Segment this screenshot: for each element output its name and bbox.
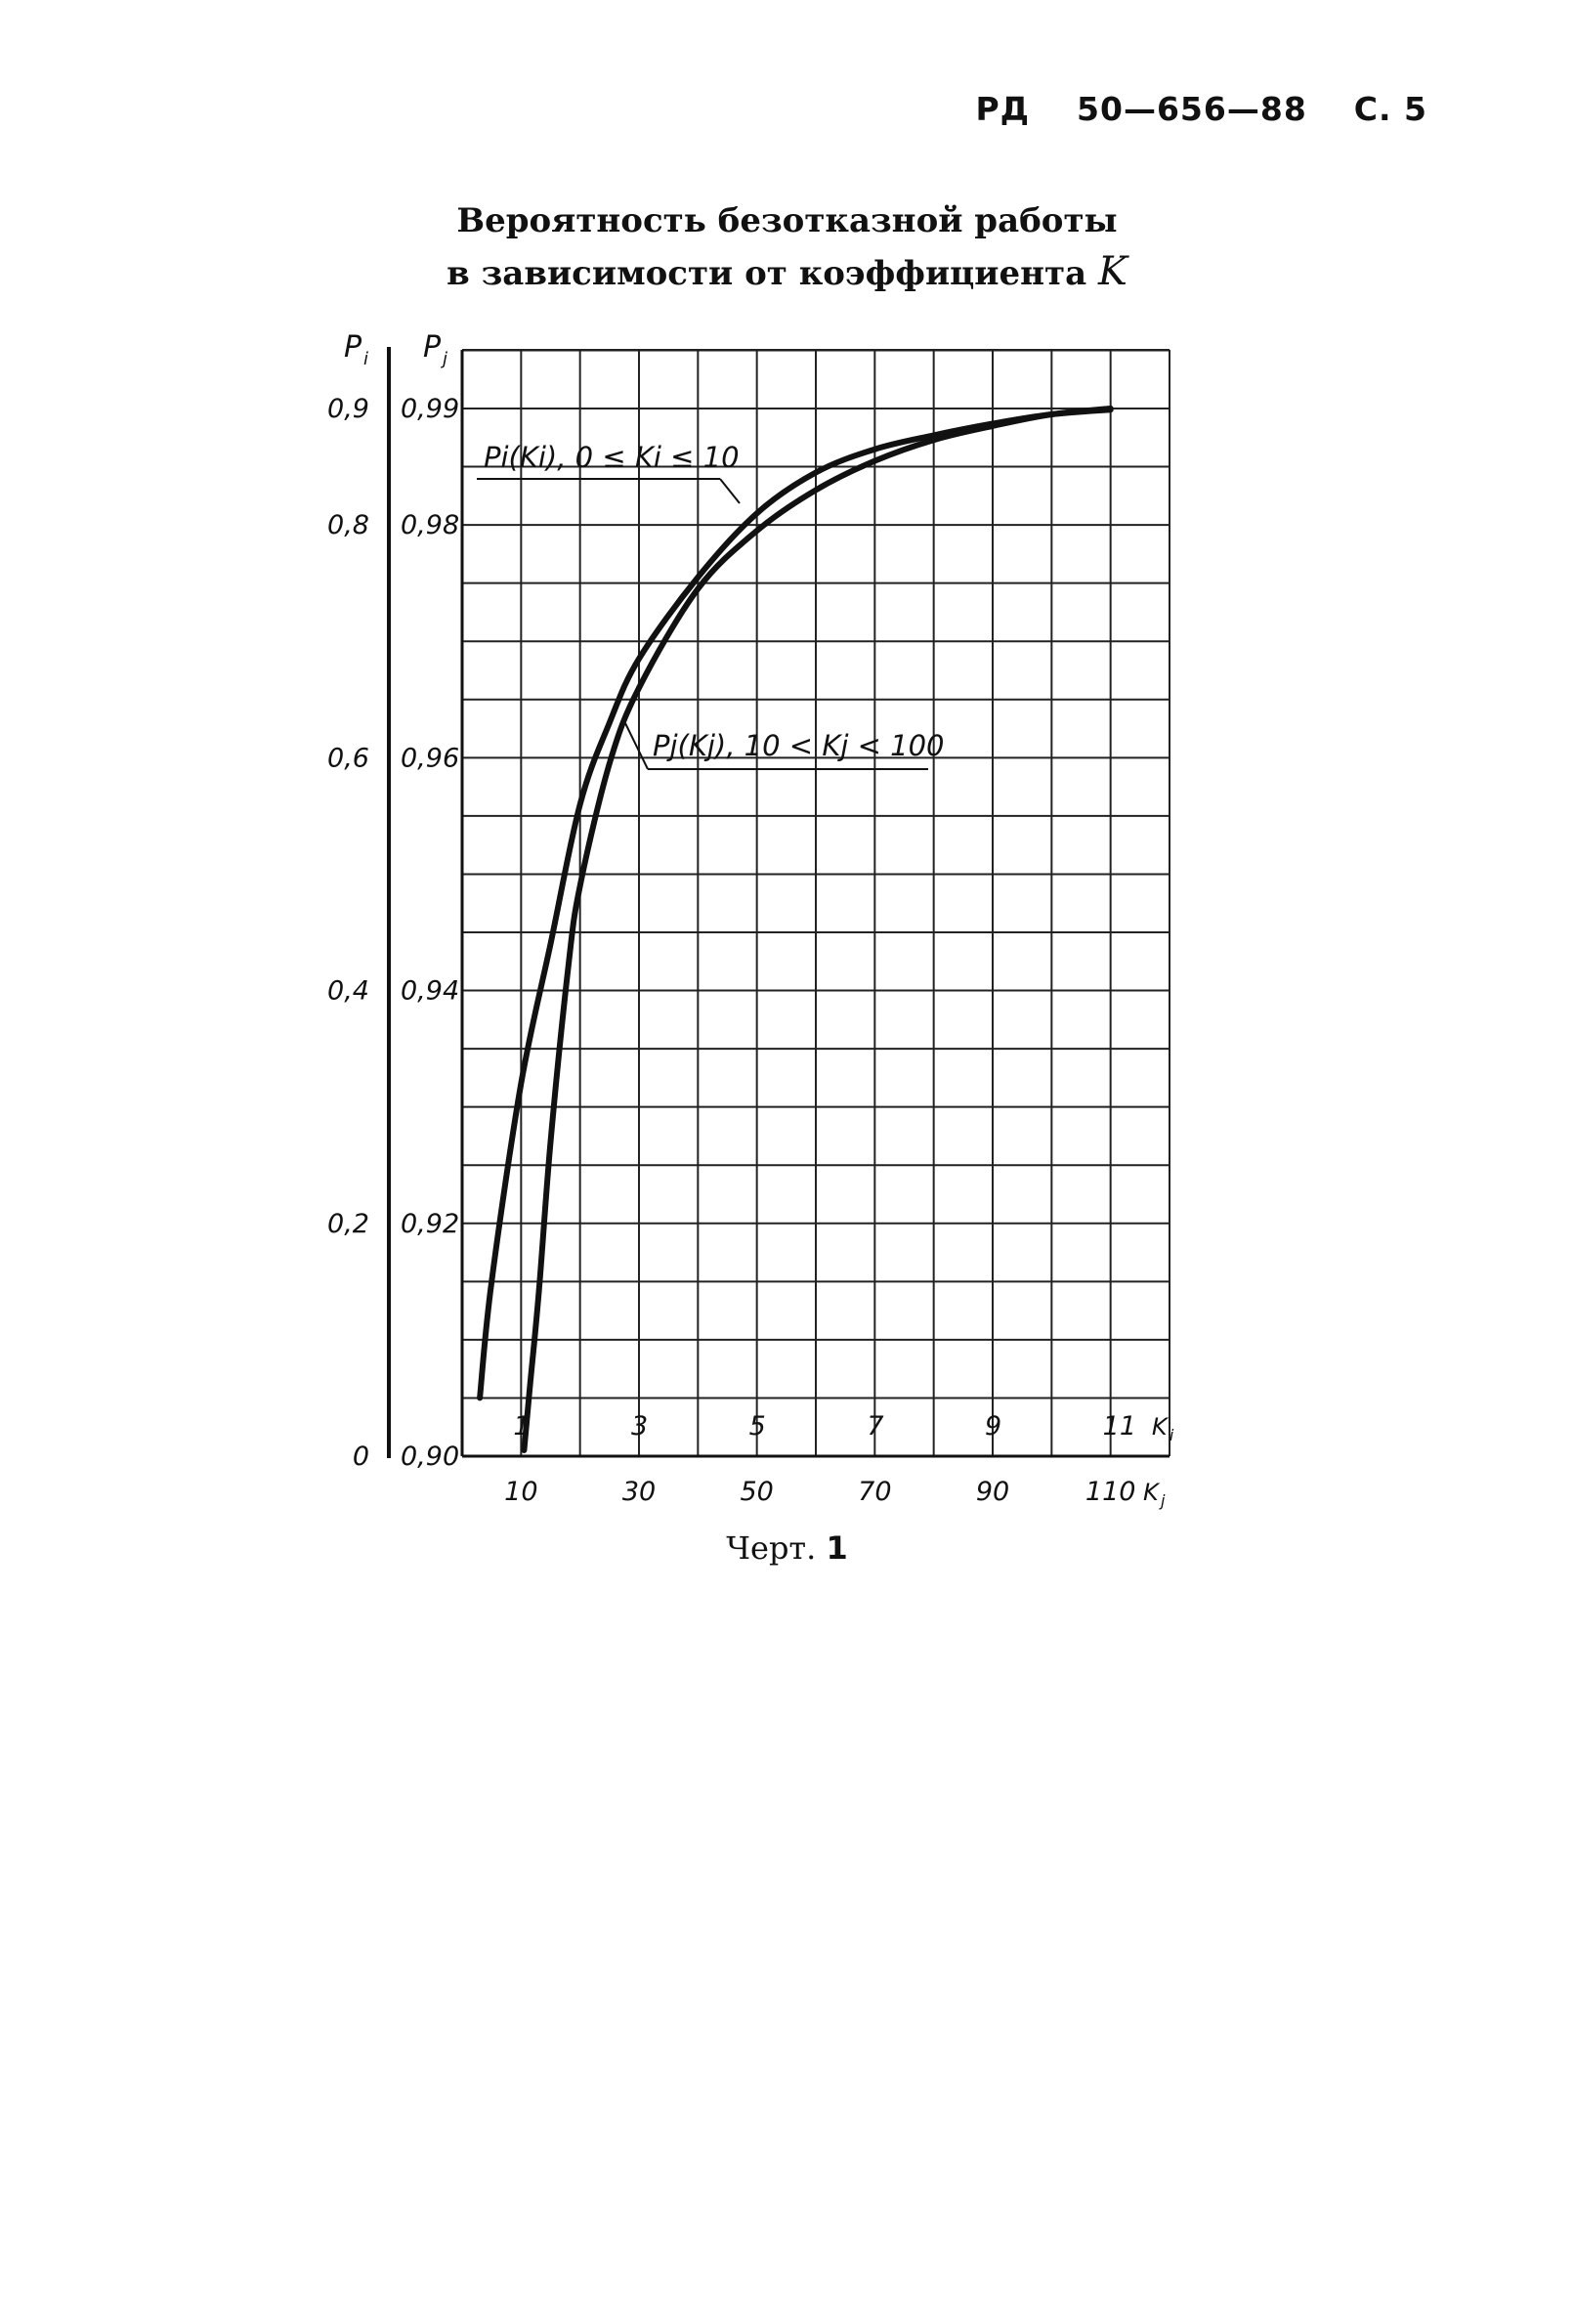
y-tick-label-pi: 0 bbox=[353, 1442, 369, 1472]
x-tick-label-kj: 110 bbox=[1085, 1477, 1136, 1507]
figure-caption: Черт. 1 bbox=[0, 1529, 1574, 1567]
y-axis-pi-subscript: i bbox=[363, 349, 368, 369]
doc-number: 50—656—88 bbox=[1077, 90, 1307, 128]
caption-number: 1 bbox=[826, 1529, 848, 1567]
doc-code: РД bbox=[975, 90, 1031, 128]
y-axis-pj-subscript: j bbox=[440, 349, 447, 369]
series-pj-label: Pj(Kj), 10 < Kj < 100 bbox=[653, 729, 944, 762]
x-tick-label-kj: 70 bbox=[858, 1477, 891, 1507]
chart-title: Вероятность безотказной работы в зависим… bbox=[0, 195, 1574, 299]
y-tick-label-pj: 0,99 bbox=[401, 394, 459, 424]
series-pj-leader bbox=[624, 722, 649, 770]
x-tick-label-kj: 50 bbox=[740, 1477, 773, 1507]
series-pi-curve bbox=[477, 407, 1114, 1401]
y-tick-label-pj: 0,94 bbox=[401, 976, 459, 1007]
title-line-1: Вероятность безотказной работы bbox=[456, 201, 1118, 240]
x-axis-ki-subscript: i bbox=[1170, 1426, 1174, 1444]
y-tick-label-pj: 0,98 bbox=[401, 510, 459, 540]
series-labels: Pi(Ki), 0 ≤ Ki ≤ 10 Pj(Kj), 10 < Kj < 100 bbox=[477, 441, 944, 770]
series-pi-label: Pi(Ki), 0 ≤ Ki ≤ 10 bbox=[484, 441, 740, 474]
y-axis-pi-label: P bbox=[344, 330, 362, 365]
x-tick-label-ki: 9 bbox=[985, 1411, 1001, 1442]
series-pi-leader bbox=[719, 478, 741, 504]
page-header: РД 50—656—88 С. 5 bbox=[975, 90, 1427, 128]
chart-curves bbox=[477, 406, 1114, 1453]
y-tick-label-pj: 0,92 bbox=[401, 1209, 459, 1239]
y-tick-label-pi: 0,2 bbox=[327, 1209, 369, 1239]
y-tick-label-pi: 0,6 bbox=[327, 743, 369, 773]
x-tick-label-ki: 3 bbox=[631, 1411, 648, 1442]
x-tick-label-ki: 11 bbox=[1103, 1411, 1136, 1442]
y-axis-pj-label: P bbox=[423, 330, 442, 365]
y-tick-label-pi: 0,8 bbox=[327, 510, 369, 540]
x-tick-label-ki: 7 bbox=[867, 1411, 883, 1442]
title-line-2: в зависимости от коэффициента K bbox=[0, 246, 1574, 299]
x-tick-label-ki: 5 bbox=[749, 1411, 766, 1442]
x-axis-kj-label: K bbox=[1143, 1479, 1161, 1506]
caption-label: Черт. bbox=[726, 1529, 817, 1567]
chart-axes bbox=[387, 347, 1170, 1458]
x-axis-kj-subscript: j bbox=[1159, 1491, 1166, 1510]
x-tick-label-kj: 10 bbox=[504, 1477, 537, 1507]
y-tick-label-pi: 0,9 bbox=[327, 394, 369, 424]
x-tick-label-kj: 30 bbox=[622, 1477, 656, 1507]
y-tick-label-pi: 0,4 bbox=[327, 976, 369, 1007]
title-variable: K bbox=[1097, 249, 1127, 294]
y-tick-label-pj: 0,90 bbox=[401, 1442, 459, 1472]
title-line-2-text: в зависимости от коэффициента bbox=[447, 254, 1087, 293]
series-pj-curve bbox=[521, 406, 1114, 1453]
page-number: С. 5 bbox=[1353, 90, 1427, 128]
x-tick-label-kj: 90 bbox=[976, 1477, 1009, 1507]
x-axis-ki-label: K bbox=[1152, 1413, 1170, 1441]
chart-grid bbox=[460, 349, 1170, 1458]
y-tick-label-pj: 0,96 bbox=[401, 743, 459, 773]
